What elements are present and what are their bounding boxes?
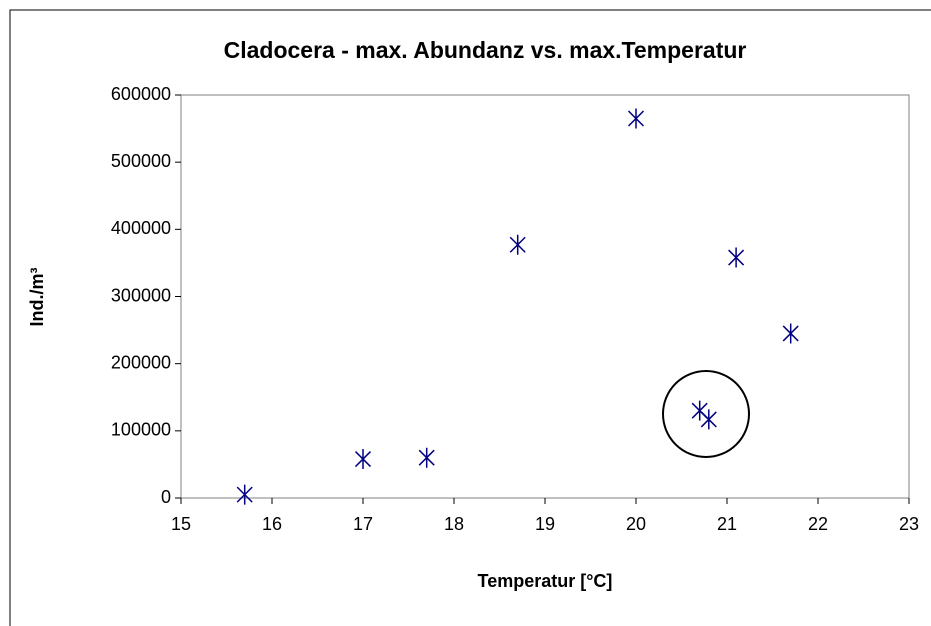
marker — [418, 447, 435, 468]
marker — [236, 484, 253, 505]
chart-title: Cladocera - max. Abundanz vs. max.Temper… — [224, 37, 747, 63]
y-tick-label: 400000 — [111, 218, 171, 238]
y-tick-label: 300000 — [111, 285, 171, 305]
y-tick-label: 200000 — [111, 352, 171, 372]
y-tick-label: 0 — [161, 487, 171, 507]
marker — [728, 247, 745, 268]
x-tick-label: 16 — [262, 514, 282, 534]
x-tick-label: 20 — [626, 514, 646, 534]
marker — [509, 234, 526, 255]
y-tick-label: 100000 — [111, 420, 171, 440]
chart-frame — [9, 9, 931, 626]
marker — [354, 449, 372, 470]
x-tick-label: 17 — [353, 514, 373, 534]
marker — [700, 409, 717, 430]
marker — [627, 108, 645, 129]
x-tick-label: 21 — [717, 514, 737, 534]
x-tick-label: 19 — [535, 514, 555, 534]
y-tick-label: 500000 — [111, 151, 171, 171]
x-tick-label: 22 — [808, 514, 828, 534]
y-tick-label: 600000 — [111, 84, 171, 104]
x-tick-label: 18 — [444, 514, 464, 534]
highlight-circle — [662, 370, 750, 458]
y-axis-title: Ind./m³ — [27, 268, 47, 327]
x-tick-label: 15 — [171, 514, 191, 534]
marker — [782, 323, 799, 344]
x-tick-label: 23 — [899, 514, 919, 534]
x-axis-title: Temperatur [°C] — [478, 571, 613, 591]
